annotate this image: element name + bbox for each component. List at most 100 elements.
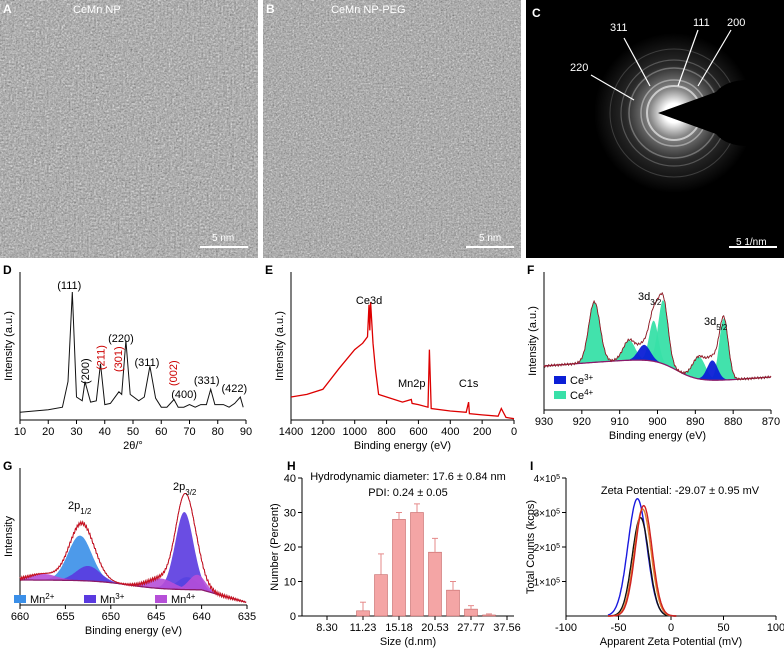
y-axis-label-e: Intensity (a.u.) [274, 311, 286, 381]
y-tick-label-h: 0 [290, 611, 296, 623]
x-tick-label-i: -100 [555, 622, 577, 634]
zeta-title: Zeta Potential: -29.07 ± 0.95 mV [601, 485, 760, 497]
y-axis-label-f: Intensity (a.u.) [527, 306, 539, 376]
x-tick-label-g: 635 [238, 611, 256, 623]
x-tick-label-i: 100 [767, 622, 784, 634]
legend-label-ce3: Ce3+ [570, 373, 594, 388]
legend-swatch-mn3 [84, 595, 96, 603]
survey-peak-label: Mn2p [398, 378, 426, 390]
peak-label: (311) [135, 357, 160, 369]
mn-component [20, 574, 247, 603]
panel-letter-f: F [527, 263, 535, 277]
x-axis-label-d: 2θ/° [123, 440, 143, 452]
x-tick-label-h: 8.30 [316, 622, 337, 634]
survey-peak-label: C1s [459, 378, 479, 390]
x-tick-label-e: 1400 [279, 426, 303, 438]
ce3d-baseline [543, 359, 772, 381]
peak-label: (200) [80, 358, 92, 384]
mn-component [20, 566, 247, 603]
x-tick-label-e: 600 [409, 426, 427, 438]
y-tick-label-h: 10 [284, 577, 296, 589]
zeta-series [608, 504, 677, 617]
panel-b-tem-image: B CeMn NP-PEG 5 nm [263, 0, 521, 258]
x-tick-label-d: 40 [99, 426, 111, 438]
x-axis-label-e: Binding energy (eV) [354, 440, 451, 452]
x-tick-label-f: 910 [610, 416, 628, 428]
y-axis-label-g: Intensity [3, 516, 15, 557]
dls-bar [410, 512, 424, 617]
legend-label-ce4: Ce4+ [570, 388, 594, 403]
x-axis-label-i: Apparent Zeta Potential (mV) [600, 636, 742, 648]
x-tick-label-d: 60 [155, 426, 167, 438]
x-tick-label-e: 0 [511, 426, 517, 438]
xrd-series [19, 291, 244, 413]
legend-label-mn4: Mn4+ [171, 592, 196, 607]
x-tick-label-d: 50 [127, 426, 139, 438]
x-axis-label-h: Size (d.nm) [380, 636, 436, 648]
zeta-series [608, 516, 677, 617]
scale-label-b: 5 nm [479, 233, 502, 244]
y-axis-label-h: Number (Percent) [269, 503, 281, 590]
mn-component [20, 535, 247, 603]
zeta-chart: -100 -50 0 50 100 Apparent Zeta Potential (mV… [525, 474, 784, 649]
x-tick-label-h: 15.18 [385, 622, 413, 634]
peak-label: (211) [96, 345, 108, 370]
x-tick-label-h: 11.23 [350, 622, 377, 634]
label-3d52: 3d5/2 [704, 316, 728, 332]
x-axis-label-g: Binding energy (eV) [85, 625, 182, 637]
panel-letter-g: G [3, 459, 13, 473]
x-tick-label-d: 20 [42, 426, 54, 438]
panel-h-dls: 0 10 20 30 40 8.30 11.23 15.18 20.53 27.77 37.56 Hy… [262, 458, 524, 653]
label-2p32: 2p3/2 [173, 481, 197, 497]
peak-label: (220) [108, 333, 134, 345]
x-tick-label-f: 930 [535, 416, 553, 428]
tem-image-a [0, 0, 258, 258]
y-tick-label-i: 2×105 [534, 543, 561, 555]
ring-label-111: 111 [693, 17, 710, 29]
x-tick-label-d: 10 [14, 426, 26, 438]
legend-label-mn3: Mn3+ [100, 592, 125, 607]
panel-b-label: CeMn NP-PEG [331, 4, 406, 16]
panel-i-zeta: -100 -50 0 50 100 Apparent Zeta Potential (mV… [524, 458, 784, 653]
x-tick-label-i: -50 [611, 622, 627, 634]
peak-label: (400) [171, 389, 197, 401]
dls-bar [356, 610, 370, 617]
x-tick-label-i: 50 [717, 622, 729, 634]
x-tick-label-e: 400 [441, 426, 459, 438]
panel-letter-i: I [530, 459, 534, 473]
x-tick-label-e: 200 [473, 426, 491, 438]
x-tick-label-g: 640 [192, 611, 210, 623]
tem-image-b [263, 0, 521, 258]
x-tick-label-f: 890 [686, 416, 704, 428]
xps-survey-chart: 1400 1200 1000 800 600 400 200 0 Binding energy … [274, 272, 517, 452]
label-3d32: 3d3/2 [638, 291, 662, 307]
ring-label-200: 200 [727, 17, 746, 29]
panel-letter-d: D [3, 263, 12, 277]
y-axis-label-i: Total Counts (kcps) [525, 500, 537, 594]
peak-label: (331) [194, 375, 220, 387]
saed-pattern [526, 0, 784, 258]
x-tick-label-d: 70 [183, 426, 195, 438]
x-tick-label-h: 27.77 [457, 622, 485, 634]
x-tick-label-d: 90 [240, 426, 252, 438]
x-tick-label-e: 1200 [311, 426, 335, 438]
dls-bar [464, 608, 478, 617]
x-tick-label-h: 20.53 [421, 622, 449, 634]
mn2p-chart: 660 655 650 645 640 635 Binding energy (eV) Int… [3, 468, 256, 637]
dls-bar [374, 574, 388, 617]
panel-letter-e: E [265, 263, 274, 277]
x-tick-label-g: 655 [56, 611, 74, 623]
y-tick-label-i: 4×105 [534, 474, 561, 486]
panel-letter-c: C [532, 6, 541, 20]
dls-chart: 0 10 20 30 40 8.30 11.23 15.18 20.53 27.77 37.56 Hy… [269, 471, 521, 648]
x-tick-label-g: 650 [102, 611, 120, 623]
ring-label-220: 220 [570, 62, 589, 74]
legend-label-mn2: Mn2+ [30, 592, 55, 607]
legend-swatch-ce3 [554, 376, 566, 384]
dls-title: Hydrodynamic diameter: 17.6 ± 0.84 nm [310, 471, 506, 483]
x-tick-label-i: 0 [668, 622, 674, 634]
panel-letter-h: H [287, 459, 296, 473]
panel-letter-b: B [266, 2, 275, 16]
peak-label: (422) [222, 383, 248, 395]
y-tick-label-h: 40 [284, 473, 296, 485]
